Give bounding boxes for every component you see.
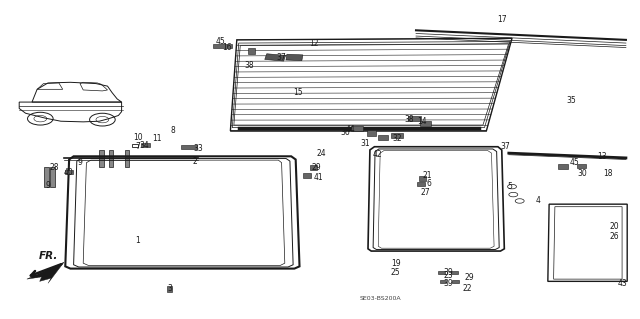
Polygon shape [213, 44, 232, 48]
Text: 17: 17 [497, 15, 508, 24]
Polygon shape [452, 280, 459, 283]
Text: 24: 24 [316, 149, 326, 158]
Polygon shape [419, 176, 426, 181]
Text: 5: 5 [508, 182, 513, 191]
Text: 10: 10 [132, 133, 143, 142]
Text: 28: 28 [50, 163, 59, 172]
Text: 33: 33 [193, 144, 204, 153]
Polygon shape [391, 133, 403, 138]
Text: 26: 26 [609, 232, 620, 241]
Text: 4: 4 [535, 197, 540, 205]
Text: 44: 44 [346, 125, 356, 134]
Text: 23: 23 [443, 271, 453, 280]
Polygon shape [367, 130, 376, 136]
Text: 36: 36 [340, 128, 351, 137]
Text: 37: 37 [500, 142, 511, 151]
Text: 41: 41 [314, 173, 324, 182]
Text: 14: 14 [417, 117, 428, 126]
Text: 27: 27 [420, 189, 431, 197]
Text: 32: 32 [392, 134, 402, 143]
Text: 22: 22 [463, 284, 472, 293]
Polygon shape [351, 126, 363, 131]
Text: 8: 8 [170, 126, 175, 135]
Polygon shape [248, 48, 255, 54]
Polygon shape [167, 286, 172, 292]
Text: 29: 29 [464, 273, 474, 282]
Text: 34: 34 [139, 141, 149, 150]
Text: 45: 45 [569, 158, 579, 167]
Text: 20: 20 [609, 222, 620, 231]
Text: 12: 12 [309, 39, 318, 48]
Text: 1: 1 [135, 236, 140, 245]
Text: 2: 2 [193, 157, 198, 166]
Polygon shape [141, 143, 150, 147]
Polygon shape [310, 165, 317, 170]
Text: 29: 29 [312, 163, 322, 172]
Text: 6: 6 [426, 179, 431, 188]
Text: 16: 16 [222, 43, 232, 52]
Text: 25: 25 [390, 268, 401, 277]
Polygon shape [440, 280, 446, 283]
Polygon shape [99, 150, 104, 167]
Polygon shape [303, 173, 311, 178]
Text: 19: 19 [390, 259, 401, 268]
Polygon shape [180, 145, 197, 149]
FancyBboxPatch shape [265, 54, 285, 61]
Text: 7: 7 [135, 142, 140, 151]
Text: 43: 43 [617, 279, 627, 288]
Text: 40: 40 [63, 168, 74, 177]
Text: FR.: FR. [38, 251, 58, 261]
Polygon shape [27, 262, 64, 283]
Text: 13: 13 [596, 152, 607, 161]
Text: 9: 9 [77, 158, 83, 167]
Polygon shape [408, 116, 421, 121]
Polygon shape [44, 167, 49, 187]
Text: 35: 35 [566, 96, 577, 105]
Text: 37: 37 [276, 53, 287, 62]
Text: 31: 31 [360, 139, 370, 148]
Text: 38: 38 [404, 115, 415, 124]
Text: 42: 42 [372, 150, 383, 159]
Text: 21: 21 [423, 171, 432, 180]
Text: SE03-BS200A: SE03-BS200A [360, 296, 402, 301]
Text: 18: 18 [604, 169, 612, 178]
Polygon shape [420, 121, 431, 126]
Text: 39: 39 [443, 268, 453, 277]
Text: 39: 39 [443, 279, 453, 288]
Polygon shape [451, 271, 458, 274]
Polygon shape [65, 170, 73, 174]
Text: 45: 45 [216, 37, 226, 46]
Text: 15: 15 [292, 88, 303, 97]
Text: 9: 9 [45, 181, 51, 189]
Polygon shape [438, 271, 445, 274]
Polygon shape [125, 150, 129, 167]
Polygon shape [417, 182, 425, 186]
Text: 38: 38 [244, 61, 255, 70]
FancyBboxPatch shape [286, 54, 303, 61]
Polygon shape [378, 135, 388, 140]
Text: 30: 30 [577, 169, 588, 178]
Text: 3: 3 [167, 284, 172, 293]
Polygon shape [50, 167, 55, 187]
Polygon shape [109, 150, 113, 167]
Polygon shape [577, 164, 586, 168]
Text: 11: 11 [152, 134, 161, 143]
Polygon shape [558, 164, 568, 169]
